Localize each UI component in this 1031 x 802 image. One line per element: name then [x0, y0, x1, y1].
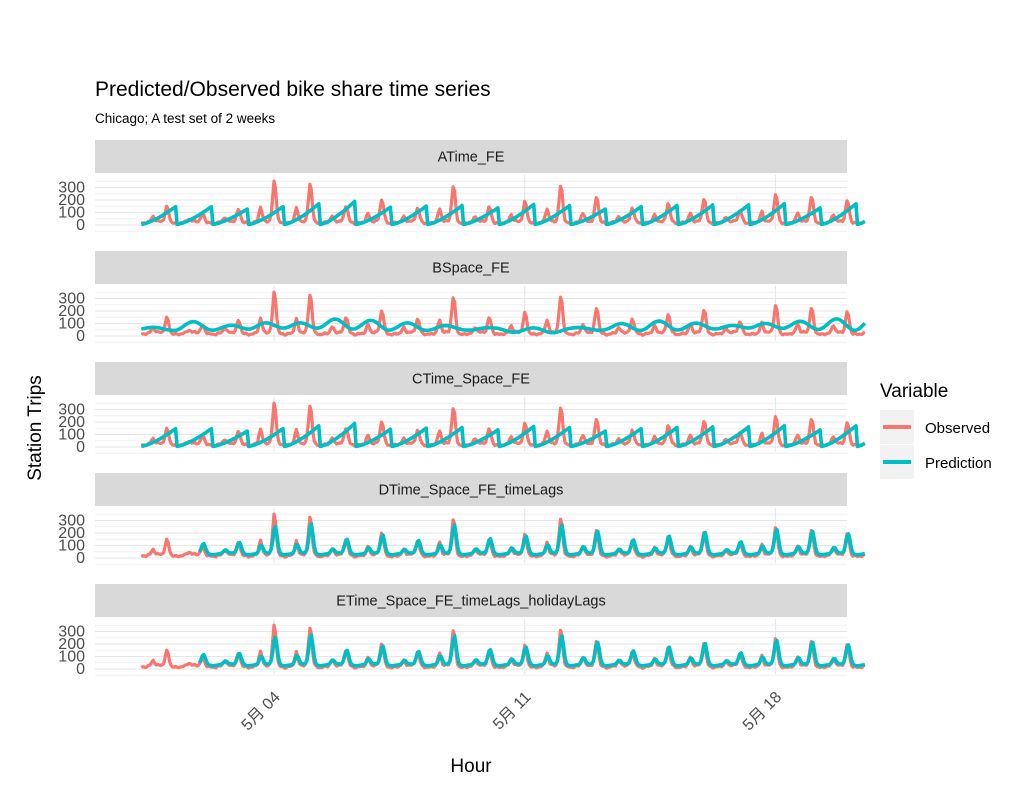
chart-subtitle: Chicago; A test set of 2 weeks: [95, 111, 275, 126]
x-tick-label: 5月 11: [490, 689, 535, 734]
y-tick-label: 300: [58, 291, 85, 308]
y-tick-label: 100: [58, 316, 85, 333]
y-tick-label: 300: [58, 624, 85, 641]
y-tick-label: 300: [58, 513, 85, 530]
facet-strip: [95, 473, 847, 506]
legend-label: Prediction: [925, 455, 992, 472]
x-tick-label: 5月 18: [740, 689, 785, 734]
facet-strip-label: BSpace_FE: [432, 261, 510, 277]
prediction-series-line: [197, 633, 866, 668]
y-tick-label: 300: [58, 180, 85, 197]
facet-strip-label: DTime_Space_FE_timeLags: [379, 483, 564, 499]
y-tick-label: 0: [76, 661, 85, 678]
facet-strip: [95, 140, 847, 173]
gridlines: [95, 619, 847, 676]
legend: Variable Observed Prediction: [880, 381, 992, 479]
y-tick-label: 200: [58, 192, 85, 209]
facet-panels: ATime_FE0100200300BSpace_FE0100200300CTi…: [58, 140, 867, 678]
y-tick-label: 100: [58, 649, 85, 666]
y-tick-label: 0: [76, 328, 85, 345]
chart-title: Predicted/Observed bike share time serie…: [95, 78, 491, 101]
y-tick-label: 200: [58, 303, 85, 320]
y-tick-label: 100: [58, 205, 85, 222]
facet-strip-label: CTime_Space_FE: [412, 372, 530, 388]
gridlines: [95, 397, 847, 454]
y-axis-title: Station Trips: [25, 375, 46, 481]
gridlines: [95, 175, 847, 232]
x-axis: 5月 04 5月 11 5月 18: [239, 689, 786, 734]
x-tick-label: 5月 04: [239, 689, 284, 734]
y-tick-label: 200: [58, 414, 85, 431]
y-tick-label: 0: [76, 550, 85, 567]
y-tick-label: 100: [58, 427, 85, 444]
y-tick-label: 0: [76, 439, 85, 456]
prediction-series-line: [140, 199, 866, 227]
legend-title: Variable: [880, 381, 948, 402]
facet-strip-label: ETime_Space_FE_timeLags_holidayLags: [336, 594, 605, 610]
facet-strip: [95, 584, 847, 617]
prediction-series-line: [197, 522, 866, 557]
y-tick-label: 0: [76, 217, 85, 234]
y-tick-label: 100: [58, 538, 85, 555]
facet-strip: [95, 362, 847, 395]
facet-strip: [95, 251, 847, 284]
facet-strip-label: ATime_FE: [438, 150, 505, 166]
legend-label: Observed: [925, 420, 990, 437]
facet-panel: ETime_Space_FE_timeLags_holidayLags 01002…: [58, 584, 866, 678]
prediction-series-line: [140, 421, 866, 449]
y-tick-label: 300: [58, 402, 85, 419]
y-tick-label: 200: [58, 525, 85, 542]
prediction-series-line: [140, 317, 867, 335]
y-tick-label: 200: [58, 636, 85, 653]
x-axis-title: Hour: [450, 756, 492, 777]
